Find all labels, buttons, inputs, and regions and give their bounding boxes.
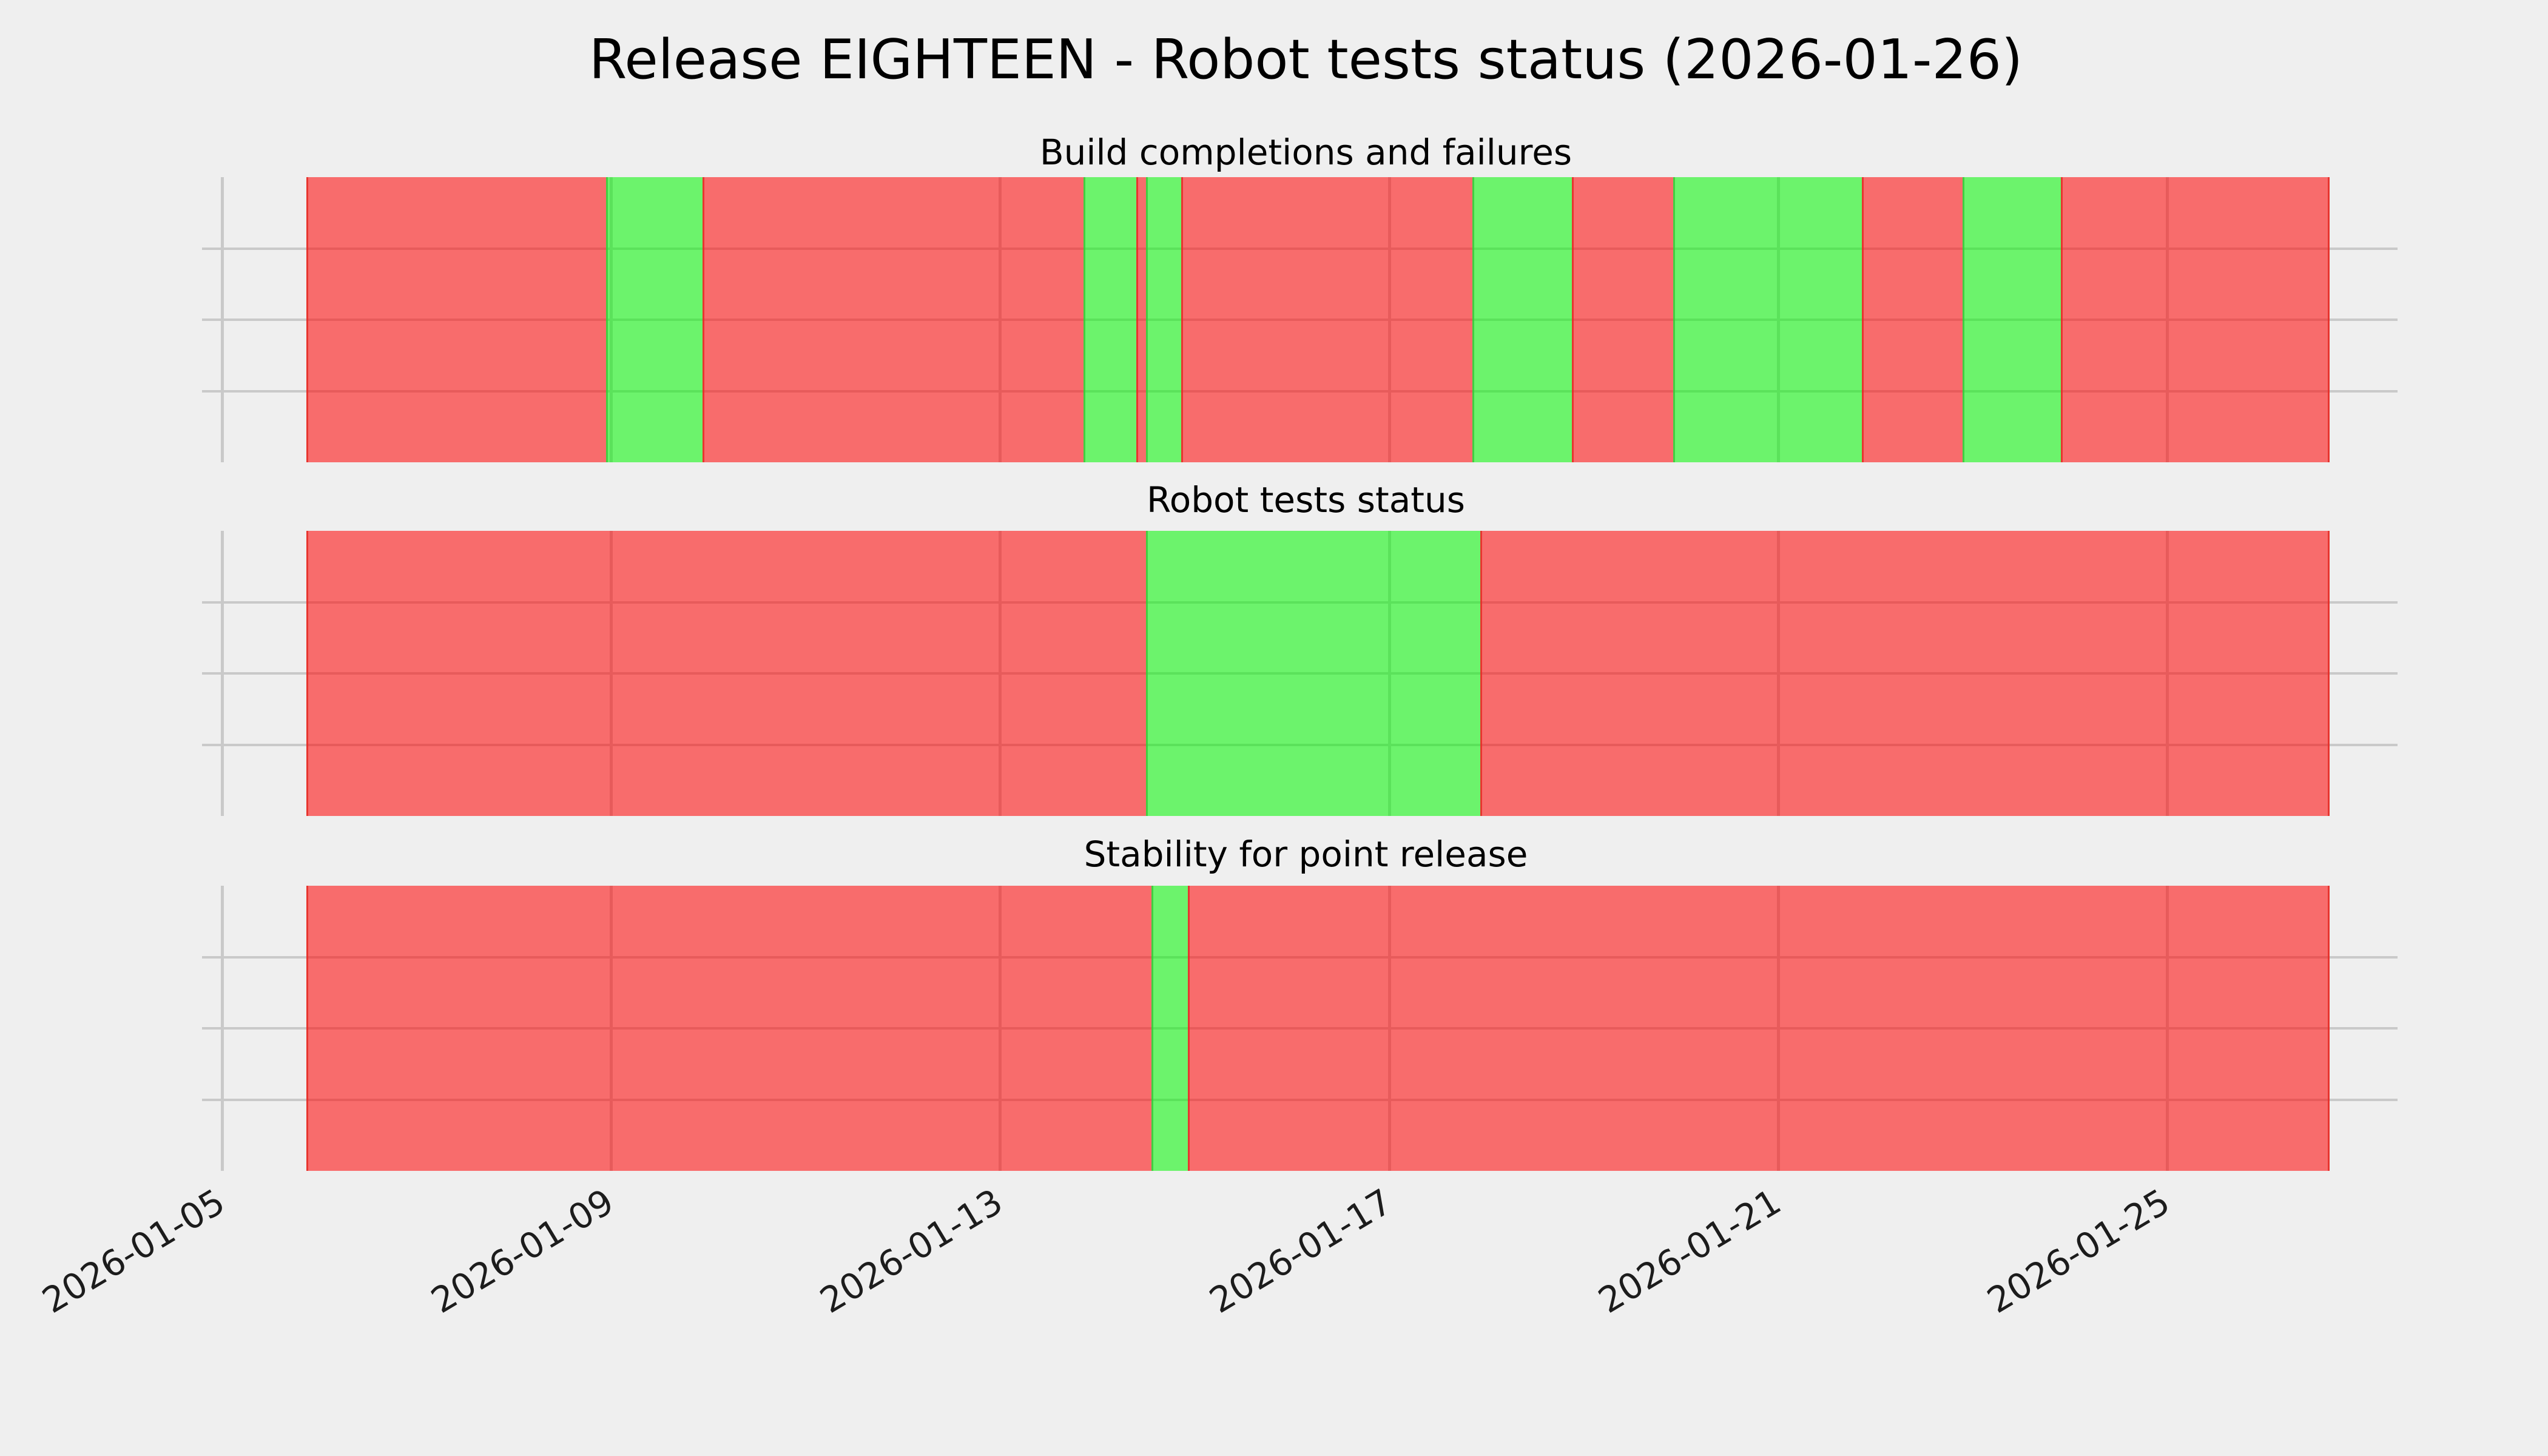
status-segment-pass [1145, 531, 1481, 816]
chart-title: Release EIGHTEEN - Robot tests status (2… [588, 28, 2023, 92]
y-tick-mark [202, 743, 214, 746]
status-segment-fail [306, 177, 607, 462]
panel-plot-robot-tests [202, 531, 2398, 816]
x-tick-label-2026-01-25: 2026-01-25 [1980, 1181, 2177, 1322]
status-segment-fail [1187, 886, 2330, 1171]
status-segment-pass [1145, 177, 1181, 462]
panel-title-stability: Stability for point release [1084, 834, 1528, 875]
status-segment-fail [1136, 177, 1146, 462]
status-segment-fail [1861, 177, 1963, 462]
y-tick-mark [202, 956, 214, 959]
status-segment-fail [306, 531, 1146, 816]
status-segment-fail [306, 886, 1152, 1171]
panel-title-robot-tests: Robot tests status [1147, 479, 1465, 521]
y-tick-mark [202, 1098, 214, 1101]
x-tick-label-2026-01-05: 2026-01-05 [35, 1181, 232, 1322]
x-tick-label-2026-01-13: 2026-01-13 [813, 1181, 1010, 1322]
y-tick-mark [202, 1027, 214, 1030]
status-segment-pass [606, 177, 703, 462]
status-segment-fail [2061, 177, 2330, 462]
panel-title-build-completions: Build completions and failures [1039, 132, 1572, 173]
status-segment-fail [1181, 177, 1473, 462]
y-tick-mark [202, 672, 214, 675]
y-tick-mark [202, 318, 214, 321]
status-segment-pass [1963, 177, 2061, 462]
x-tick-label-2026-01-21: 2026-01-21 [1591, 1181, 1788, 1322]
status-segment-fail [702, 177, 1084, 462]
y-tick-mark [202, 247, 214, 250]
status-segment-pass [1472, 177, 1572, 462]
x-tick-label-2026-01-09: 2026-01-09 [424, 1181, 621, 1322]
status-segment-pass [1151, 886, 1188, 1171]
panel-plot-stability [202, 886, 2398, 1171]
x-tick-label-2026-01-17: 2026-01-17 [1202, 1181, 1399, 1322]
y-tick-mark [202, 601, 214, 604]
status-segment-fail [1480, 531, 2330, 816]
status-segment-pass [1673, 177, 1862, 462]
status-segment-fail [1571, 177, 1673, 462]
status-segment-pass [1084, 177, 1136, 462]
y-tick-mark [202, 389, 214, 393]
panel-plot-build-completions [202, 177, 2398, 462]
